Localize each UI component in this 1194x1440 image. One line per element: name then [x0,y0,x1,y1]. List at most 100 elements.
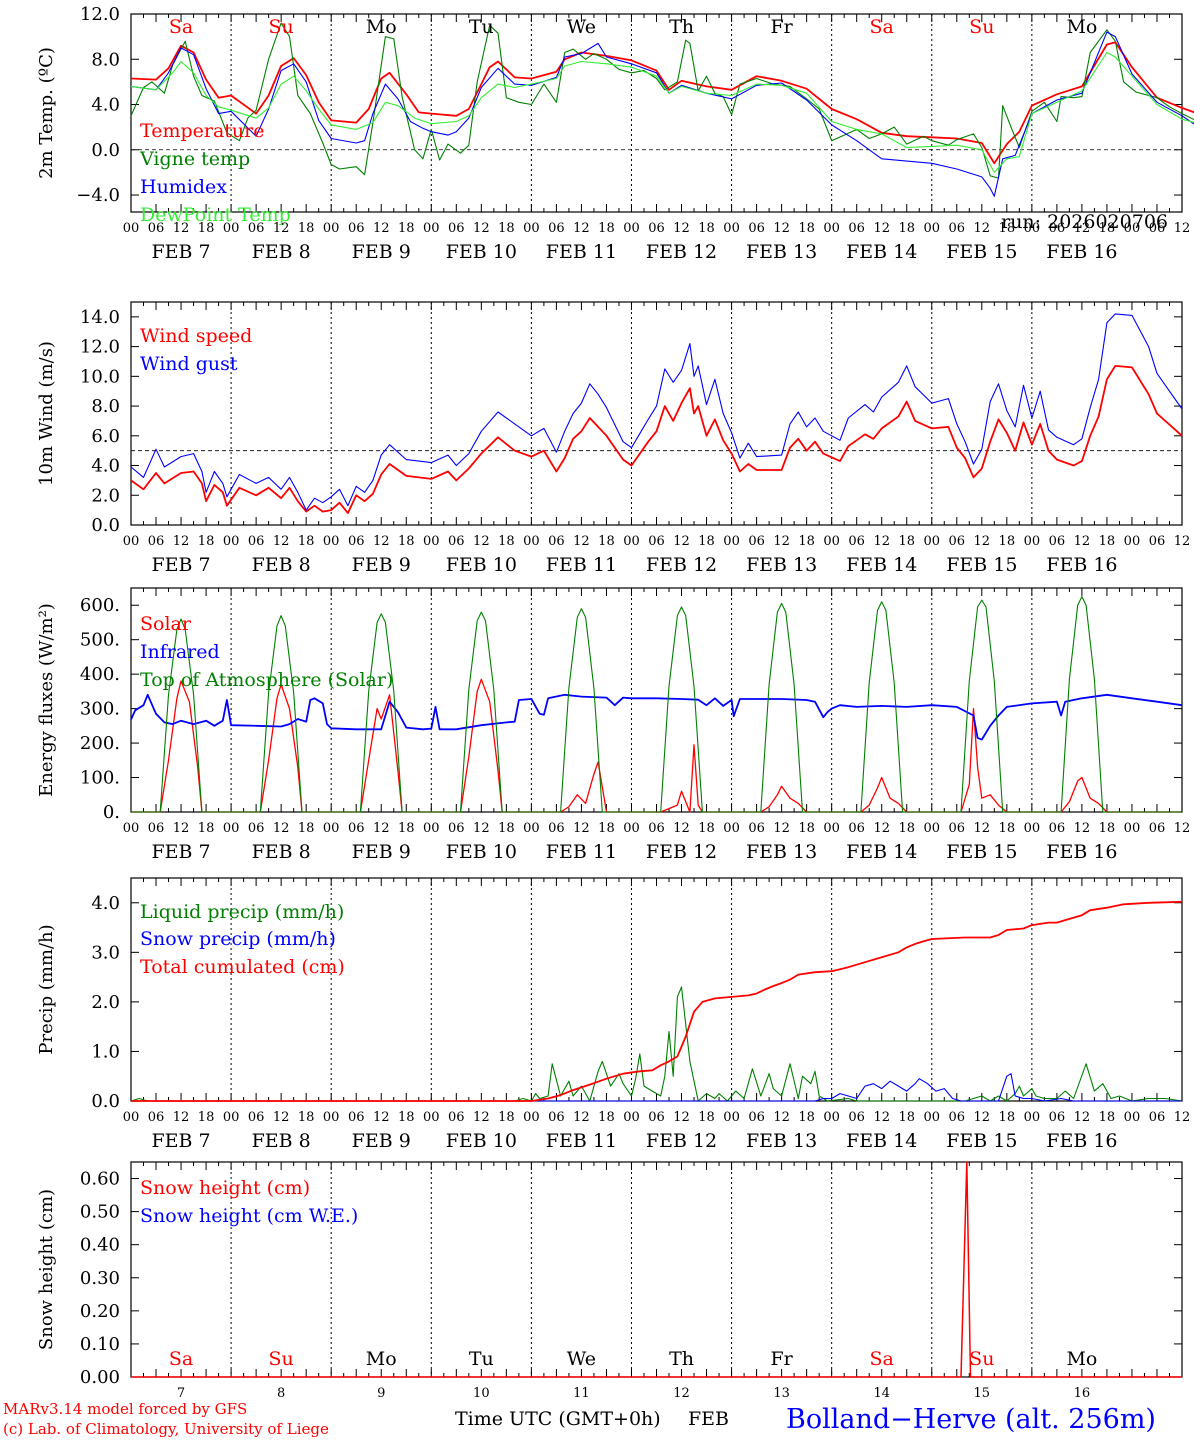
hour-tick-label: 18 [198,534,215,549]
hour-tick-label: 00 [423,534,440,549]
y-tick-label: 0.30 [80,1268,120,1289]
hour-tick-label: 00 [723,221,740,236]
date-label: FEB 13 [746,1130,817,1152]
hour-tick-label: 00 [223,1110,240,1125]
hour-tick-label: 18 [898,534,915,549]
date-label: FEB 15 [946,554,1017,576]
date-label: FEB 15 [946,1130,1017,1152]
hour-tick-label: 18 [298,221,315,236]
hour-tick-label: 12 [473,1110,490,1125]
y-tick-label: 500. [80,630,120,651]
hour-tick-label: 12 [1174,1110,1191,1125]
legend-entry: Infrared [140,641,220,663]
y-tick-label: 200. [80,733,120,754]
panel-snow: 0.60 0.50 0.40 0.30 0.20 0.10 0.00 Snow height … [36,1161,1183,1401]
y-axis-title: Energy fluxes (W/m²) [36,603,57,797]
hour-tick-label: 18 [898,821,915,836]
hour-tick-label: 12 [673,221,690,236]
hour-tick-label: 12 [974,534,991,549]
hour-tick-label: 06 [548,1110,565,1125]
hour-tick-label: 00 [623,821,640,836]
hour-tick-label: 18 [1099,1110,1116,1125]
hour-tick-label: 06 [648,534,665,549]
hour-tick-label: 12 [373,1110,390,1125]
hour-tick-label: 00 [123,1110,140,1125]
hour-tick-label: 12 [1074,821,1091,836]
hour-tick-label: 06 [148,534,165,549]
hour-tick-label: 00 [923,221,940,236]
hour-tick-label: 00 [123,534,140,549]
hour-tick-label: 18 [698,821,715,836]
model-credit: MARv3.14 model forced by GFS [3,1400,247,1418]
hour-tick-label: 18 [1099,821,1116,836]
weekday-label: Su [969,1348,994,1370]
series-line-snow-height-cm- [131,1161,1182,1378]
date-label: FEB 9 [352,554,411,576]
hour-tick-label: 00 [1124,821,1141,836]
hour-tick-label: 06 [448,1110,465,1125]
lab-credit: (c) Lab. of Climatology, University of L… [3,1420,329,1438]
y-tick-label: 0.50 [80,1202,120,1223]
panel-precip: 4.0 3.0 2.0 1.0 0.0 Precip (mm/h) Liquid preci… [36,877,1191,1152]
hour-tick-label: 18 [198,1110,215,1125]
hour-tick-label: 00 [223,534,240,549]
plot-frame [130,13,1183,213]
hour-tick-label: 00 [1024,1110,1041,1125]
hour-tick-label: 00 [823,534,840,549]
hour-tick-label: 12 [1174,534,1191,549]
station-title: Bolland−Herve (alt. 256m) [786,1404,1156,1435]
date-label: FEB 14 [846,241,917,263]
series-line-total-cumulated-cm- [131,900,1183,1102]
weekday-label: Mo [1066,1348,1097,1370]
hour-tick-label: 00 [923,821,940,836]
hour-tick-label: 00 [423,221,440,236]
y-tick-label: 0.10 [80,1334,120,1355]
y-tick-label: 0.00 [80,1367,120,1388]
series-line-infrared [130,693,1183,741]
hour-tick-label: 06 [1149,1110,1166,1125]
date-label: FEB 7 [151,241,210,263]
hour-tick-label: 18 [999,534,1016,549]
hour-tick-label: 12 [573,221,590,236]
hour-tick-label: 06 [348,221,365,236]
y-tick-label: 3.0 [91,942,120,963]
hour-tick-label: 18 [498,221,515,236]
date-label: FEB 9 [352,841,411,863]
hour-tick-label: 06 [848,534,865,549]
day-number-label: 9 [377,1386,385,1401]
date-label: FEB 11 [546,1130,617,1152]
hour-tick-label: 18 [698,534,715,549]
series-line-temperature [130,41,1194,165]
hour-tick-label: 12 [173,821,190,836]
series-line-top-of-atmosphere-solar- [131,596,1182,813]
hour-tick-label: 06 [1049,221,1066,236]
date-label: FEB 10 [446,554,517,576]
weekday-label: Sa [870,1348,894,1370]
weekday-label: Sa [870,16,894,38]
legend-entry: Liquid precip (mm/h) [140,901,344,923]
weekday-label: Fr [770,16,793,38]
hour-tick-label: 12 [974,1110,991,1125]
hour-tick-label: 18 [798,221,815,236]
hour-tick-label: 00 [1124,221,1141,236]
y-tick-label: 12.0 [80,337,120,358]
hour-tick-label: 12 [173,1110,190,1125]
panel-temp: 12.0 8.0 4.0 0.0 −4.0 2m Temp. (ºC) Temperatur… [36,4,1194,263]
hour-tick-label: 12 [773,221,790,236]
hour-tick-label: 12 [673,1110,690,1125]
legend-entry: Top of Atmosphere (Solar) [140,669,393,691]
y-axis-title: Precip (mm/h) [36,924,57,1054]
day-number-label: 11 [573,1386,590,1401]
hour-tick-label: 18 [798,534,815,549]
day-number-label: 15 [974,1386,991,1401]
hour-tick-label: 00 [323,221,340,236]
hour-tick-label: 06 [1049,534,1066,549]
hour-tick-label: 06 [748,1110,765,1125]
weekday-label: Th [669,1348,694,1370]
hour-tick-label: 00 [423,1110,440,1125]
hour-tick-label: 06 [248,534,265,549]
hour-tick-label: 00 [1124,1110,1141,1125]
hour-tick-label: 18 [1099,221,1116,236]
hour-tick-label: 00 [1024,821,1041,836]
hour-tick-label: 06 [1049,1110,1066,1125]
